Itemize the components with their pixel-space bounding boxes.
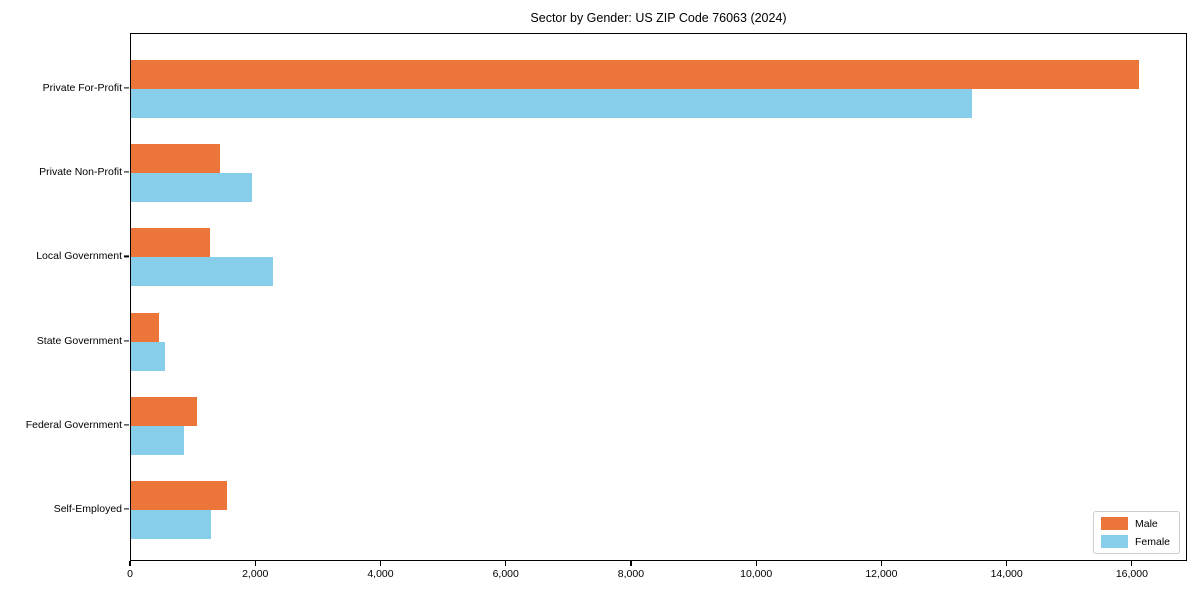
xtick-label: 16,000 xyxy=(1115,568,1148,580)
bar-female-5 xyxy=(131,425,184,455)
xtick-mark xyxy=(505,561,507,566)
ytick-label: Private For-Profit xyxy=(42,82,122,94)
ytick-label: Local Government xyxy=(36,250,122,263)
xtick-mark xyxy=(254,561,256,566)
ytick-mark xyxy=(124,171,129,173)
bar-female-3 xyxy=(131,257,273,287)
xtick-label: 6,000 xyxy=(492,568,519,580)
legend: Male Female xyxy=(1092,511,1180,554)
legend-swatch-male xyxy=(1100,517,1128,530)
xtick-mark xyxy=(880,561,882,566)
xtick-label: 2,000 xyxy=(242,568,269,580)
xtick-mark xyxy=(755,561,757,566)
xtick-mark xyxy=(379,561,382,566)
bar-female-4 xyxy=(131,341,165,371)
bar-male-3 xyxy=(131,228,210,258)
xtick-mark xyxy=(1006,561,1008,566)
ytick-label: Self-Employed xyxy=(53,503,122,515)
legend-item-female: Female xyxy=(1100,535,1170,548)
chart-title: Sector by Gender: US ZIP Code 76063 (202… xyxy=(530,11,787,25)
bar-female-6 xyxy=(131,510,211,539)
legend-label: Male xyxy=(1134,517,1158,530)
bar-male-5 xyxy=(131,396,197,426)
ytick-mark xyxy=(124,508,129,510)
xtick-label: 10,000 xyxy=(740,568,773,580)
ytick-mark xyxy=(124,424,129,426)
ytick-label: Federal Government xyxy=(25,418,122,431)
ytick-mark xyxy=(124,87,129,89)
bar-female-1 xyxy=(131,89,972,118)
xtick-mark xyxy=(129,561,131,566)
xtick-label: 4,000 xyxy=(367,568,394,580)
bar-female-2 xyxy=(131,173,252,203)
bar-male-2 xyxy=(131,144,220,174)
legend-item-male: Male xyxy=(1100,517,1170,530)
xtick-mark xyxy=(1131,561,1133,566)
bar-male-4 xyxy=(131,312,159,342)
xtick-label: 0 xyxy=(127,568,133,580)
legend-label: Female xyxy=(1134,535,1170,548)
ytick-label: State Government xyxy=(36,334,122,347)
ytick-mark xyxy=(124,340,129,342)
bar-male-1 xyxy=(131,60,1139,89)
xtick-label: 12,000 xyxy=(865,568,898,580)
ytick-label: Private Non-Profit xyxy=(39,166,122,179)
xtick-mark xyxy=(630,561,632,566)
xtick-label: 14,000 xyxy=(990,568,1023,580)
bar-male-6 xyxy=(131,481,227,510)
xtick-label: 8,000 xyxy=(617,568,645,580)
plot-area: Male Female xyxy=(130,33,1187,561)
ytick-mark xyxy=(124,255,129,257)
legend-swatch-female xyxy=(1100,535,1128,548)
